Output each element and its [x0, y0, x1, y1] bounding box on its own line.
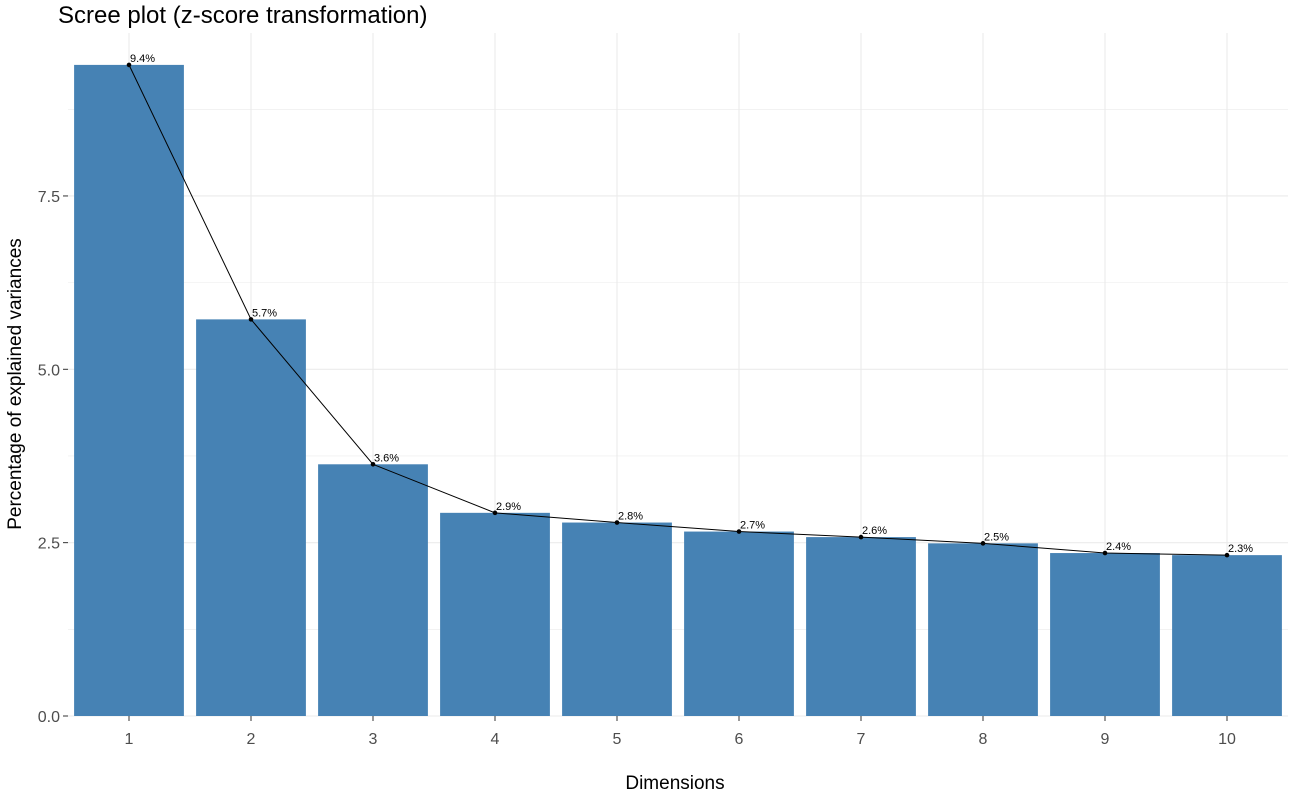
y-tick-label: 5.0	[38, 362, 60, 379]
data-label-4: 2.9%	[496, 501, 521, 513]
bar-dim-1	[74, 64, 184, 717]
data-label-8: 2.5%	[984, 531, 1009, 543]
x-tick-label: 6	[735, 731, 744, 748]
x-tick-label: 3	[369, 731, 378, 748]
bar-dim-10	[1172, 555, 1282, 716]
data-label-6: 2.7%	[740, 520, 765, 532]
bar-dim-3	[318, 464, 428, 716]
bar-dim-4	[440, 512, 550, 716]
data-label-9: 2.4%	[1106, 541, 1131, 553]
data-label-1: 9.4%	[130, 53, 155, 65]
y-tick-label: 7.5	[38, 189, 60, 206]
x-tick-label: 7	[857, 731, 866, 748]
bar-dim-8	[928, 543, 1038, 716]
x-axis-label: Dimensions	[625, 773, 725, 794]
x-tick-label: 1	[125, 731, 134, 748]
y-tick-label: 2.5	[38, 536, 60, 553]
scree-point-7	[858, 534, 864, 540]
data-label-5: 2.8%	[618, 511, 643, 523]
scree-point-4	[492, 510, 498, 516]
x-tick-label: 5	[613, 731, 622, 748]
scree-point-10	[1224, 552, 1230, 558]
bar-dim-2	[196, 319, 306, 716]
y-tick-label: 0.0	[38, 709, 60, 726]
data-label-10: 2.3%	[1228, 543, 1253, 555]
scree-point-8	[980, 541, 986, 546]
x-tick-label: 8	[979, 731, 988, 748]
scree-point-6	[736, 529, 742, 534]
scree-line	[128, 64, 1228, 556]
scree-point-9	[1102, 550, 1108, 556]
bar-dim-5	[562, 522, 672, 716]
bar-dim-7	[806, 537, 916, 716]
scree-point-2	[248, 317, 254, 322]
scree-point-5	[614, 520, 620, 525]
scree-point-1	[126, 62, 132, 68]
data-label-7: 2.6%	[862, 525, 887, 537]
x-tick-label: 9	[1101, 731, 1110, 748]
data-label-3: 3.6%	[374, 452, 399, 464]
x-tick-label: 4	[491, 731, 500, 748]
x-tick-label: 2	[247, 731, 256, 748]
x-tick-label: 10	[1218, 731, 1236, 748]
chart-title: Scree plot (z-score transformation)	[58, 2, 428, 29]
bar-dim-9	[1050, 553, 1160, 716]
scree-point-3	[370, 461, 376, 467]
bar-dim-6	[684, 531, 794, 716]
data-label-2: 5.7%	[252, 307, 277, 319]
